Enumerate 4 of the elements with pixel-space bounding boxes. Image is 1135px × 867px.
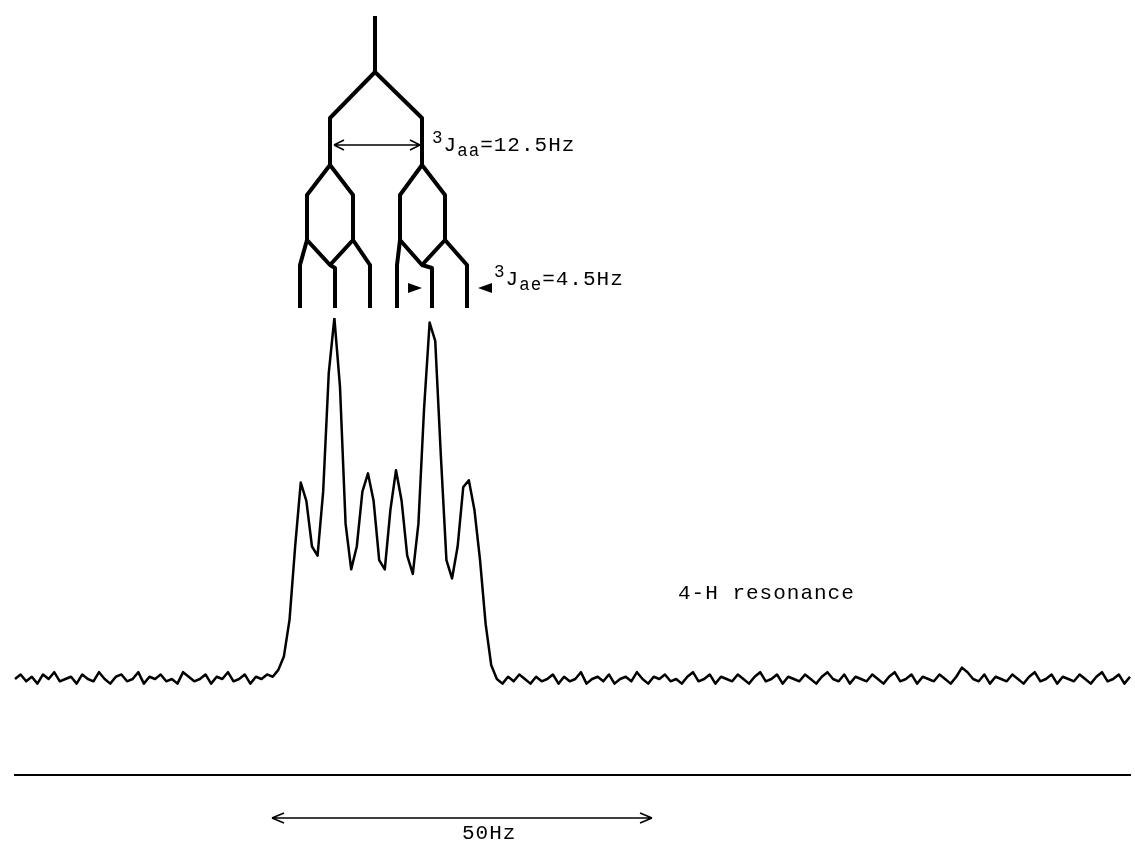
text: 50Hz bbox=[462, 822, 517, 845]
annotation: 4-H resonance bbox=[678, 582, 855, 605]
text: $^{3}$J$_{ae}$=4.5Hz bbox=[494, 262, 624, 296]
text: $^{3}$J$_{aa}$=12.5Hz bbox=[432, 128, 576, 162]
